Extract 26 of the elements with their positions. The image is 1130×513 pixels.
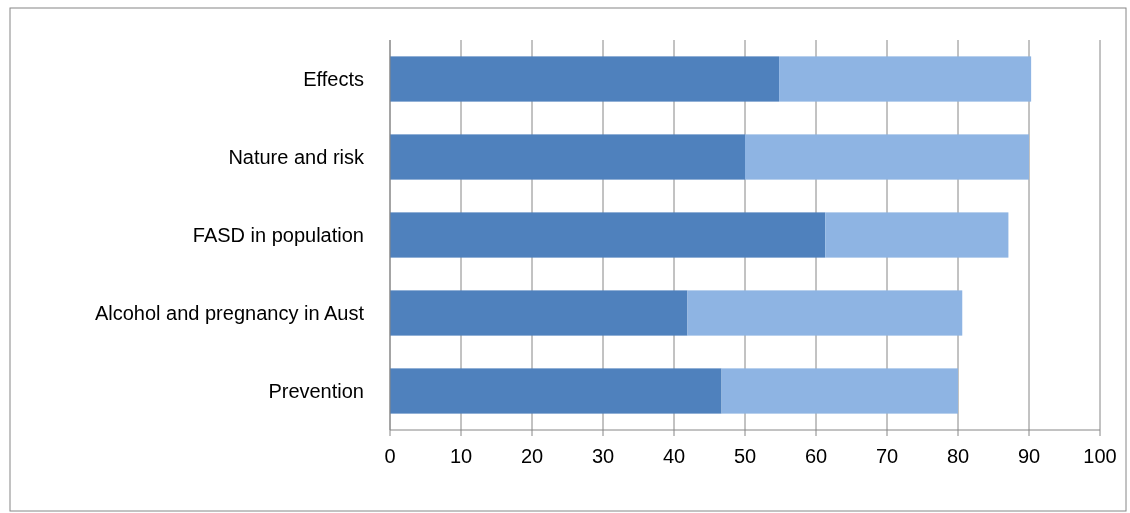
- x-tick-label: 20: [520, 445, 544, 467]
- bar: [390, 212, 826, 258]
- y-tick-label: FASD in population: [192, 224, 364, 246]
- x-tick-label: 0: [384, 445, 396, 467]
- y-tick-label: Alcohol and pregnancy in Aust: [94, 302, 365, 324]
- bar: [825, 212, 1009, 258]
- x-tick-label: 70: [875, 445, 899, 467]
- x-tick-label: 50: [733, 445, 757, 467]
- bar: [390, 134, 745, 180]
- bar: [390, 368, 722, 414]
- x-tick-label: 10: [449, 445, 473, 467]
- bar: [745, 134, 1029, 180]
- x-tick-label: 30: [591, 445, 615, 467]
- y-tick-label: Prevention: [268, 380, 364, 402]
- bar: [390, 290, 688, 336]
- x-tick-label: 60: [804, 445, 828, 467]
- x-tick-label: 100: [1083, 445, 1117, 467]
- y-tick-label: Effects: [303, 68, 364, 90]
- bar: [779, 56, 1032, 102]
- bar: [390, 56, 780, 102]
- x-tick-label: 80: [946, 445, 970, 467]
- y-tick-label: Nature and risk: [228, 146, 365, 168]
- x-tick-label: 40: [662, 445, 686, 467]
- bar: [721, 368, 958, 414]
- bar: [687, 290, 963, 336]
- x-tick-label: 90: [1017, 445, 1041, 467]
